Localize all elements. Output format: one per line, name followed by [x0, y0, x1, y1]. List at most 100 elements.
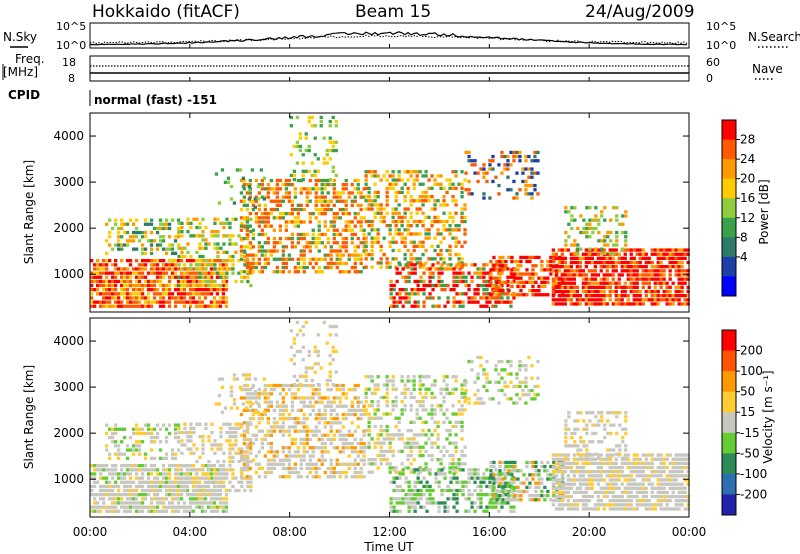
echo-cell — [332, 178, 336, 183]
echo-cell — [338, 261, 342, 266]
echo-cell — [449, 488, 453, 493]
echo-cell — [137, 230, 142, 235]
echo-cell — [204, 242, 208, 246]
echo-cell — [516, 264, 520, 268]
echo-cell — [331, 115, 335, 120]
echo-cell — [257, 450, 261, 454]
echo-cell — [173, 259, 178, 263]
echo-cell — [416, 468, 420, 472]
echo-cell — [176, 484, 181, 489]
echo-cell — [460, 261, 464, 265]
echo-cell — [332, 470, 336, 475]
echo-cell — [460, 170, 464, 174]
echo-cell — [482, 271, 486, 275]
echo-cell — [506, 154, 510, 159]
echo-cell — [149, 271, 154, 275]
echo-cell — [143, 452, 148, 456]
echo-cell — [498, 481, 502, 485]
echo-cell — [388, 445, 392, 449]
echo-cell — [287, 178, 291, 183]
echo-cell — [587, 256, 591, 260]
echo-cell — [308, 212, 312, 216]
echo-cell — [498, 280, 502, 284]
echo-cell — [108, 472, 112, 476]
echo-cell — [257, 392, 261, 396]
echo-cell — [134, 509, 139, 513]
echo-cell — [278, 178, 282, 183]
echo-cell — [485, 271, 489, 275]
echo-cell — [440, 472, 444, 476]
echo-cell — [540, 268, 544, 272]
echo-cell — [266, 191, 270, 195]
echo-cell — [185, 488, 190, 493]
echo-cell — [245, 408, 249, 412]
echo-cell — [638, 298, 642, 302]
echo-cell — [418, 383, 422, 387]
echo-cell — [143, 247, 148, 251]
echo-cell — [114, 263, 118, 267]
echo-cell — [353, 245, 357, 249]
echo-cell — [281, 425, 285, 429]
echo-cell — [373, 445, 377, 449]
echo-cell — [588, 247, 592, 251]
echo-cell — [683, 298, 687, 302]
echo-cell — [137, 427, 142, 431]
echo-cell — [192, 426, 196, 430]
echo-cell — [439, 470, 443, 474]
echo-cell — [226, 180, 231, 184]
echo-cell — [326, 199, 330, 203]
echo-cell — [275, 203, 279, 207]
echo-cell — [364, 178, 368, 182]
echo-cell — [674, 298, 678, 302]
echo-cell — [251, 253, 255, 257]
echo-cell — [143, 263, 148, 267]
echo-cell — [224, 488, 229, 493]
echo-cell — [99, 484, 103, 489]
echo-cell — [102, 296, 106, 300]
echo-cell — [385, 404, 389, 408]
echo-cell — [292, 144, 296, 149]
echo-cell — [131, 239, 136, 243]
echo-cell — [248, 253, 252, 257]
echo-cell — [295, 161, 299, 165]
echo-cell — [122, 476, 127, 480]
echo-cell — [251, 261, 255, 266]
echo-cell — [164, 271, 169, 275]
echo-cell — [173, 468, 178, 472]
echo-cell — [231, 484, 235, 489]
echo-cell — [605, 260, 609, 265]
echo-cell — [498, 464, 502, 469]
echo-cell — [528, 255, 532, 260]
echo-cell — [569, 285, 573, 289]
echo-cell — [436, 458, 440, 462]
echo-cell — [498, 289, 502, 293]
echo-cell — [102, 464, 106, 468]
echo-cell — [418, 379, 422, 383]
echo-cell — [120, 288, 124, 292]
echo-cell — [131, 448, 136, 452]
echo-cell — [194, 497, 199, 501]
echo-cell — [325, 153, 329, 157]
echo-cell — [540, 259, 544, 264]
echo-cell — [260, 466, 264, 471]
echo-cell — [209, 509, 214, 513]
echo-cell — [149, 288, 154, 292]
echo-cell — [356, 462, 360, 466]
echo-cell — [137, 505, 142, 509]
echo-cell — [299, 232, 303, 237]
echo-cell — [491, 154, 495, 159]
echo-cell — [310, 124, 314, 128]
echo-cell — [183, 488, 187, 493]
echo-cell — [482, 275, 486, 279]
echo-cell — [215, 509, 220, 513]
echo-cell — [662, 248, 666, 252]
echo-cell — [401, 468, 405, 472]
echo-cell — [404, 288, 408, 292]
echo-cell — [491, 304, 495, 308]
echo-cell — [299, 475, 303, 479]
echo-cell — [406, 190, 410, 195]
echo-cell — [464, 279, 468, 284]
echo-cell — [203, 484, 208, 489]
echo-cell — [137, 476, 142, 480]
echo-cell — [292, 374, 296, 378]
